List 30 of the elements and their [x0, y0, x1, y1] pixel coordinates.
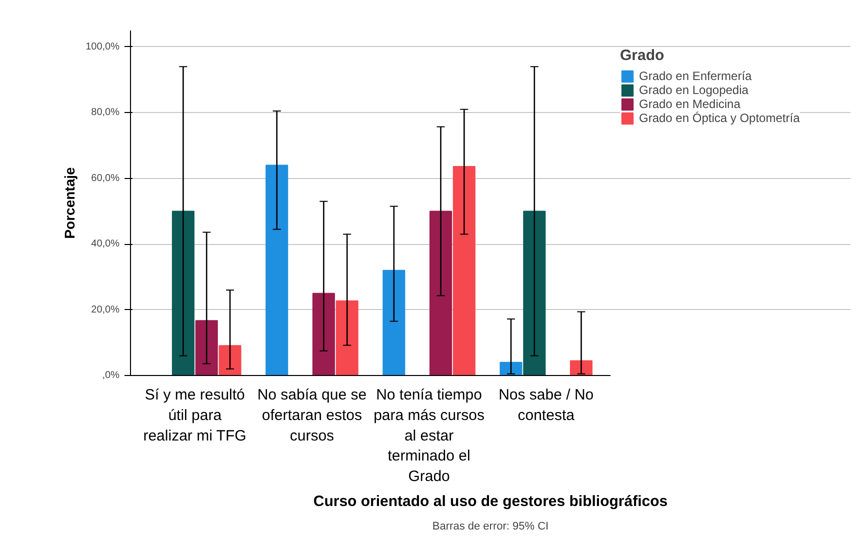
x-axis-title: Curso orientado al uso de gestores bibliográficos: [313, 493, 668, 510]
x-tick-label: Sí y me resultó útil para realizar mi TFG: [143, 386, 246, 444]
bar: [172, 210, 194, 376]
x-tick-label: Nos sabe / No contesta: [498, 386, 594, 424]
bar: [452, 166, 476, 376]
legend-label: Grado en Logopedia: [639, 83, 748, 97]
y-tick-label: 20,0%: [91, 304, 120, 316]
bar: [266, 164, 288, 376]
bar: [523, 210, 546, 376]
legend-label: Grado en Enfermería: [639, 69, 752, 83]
y-tick-label: 100,0%: [86, 41, 120, 52]
bar: [570, 360, 592, 376]
bar: [312, 292, 335, 376]
legend-title: Grado: [620, 47, 666, 64]
y-tick-label: 60,0%: [91, 172, 120, 184]
bar: [500, 362, 522, 376]
bar: [218, 345, 242, 376]
y-axis-title: Porcentaje: [62, 166, 78, 239]
x-tick-label: No tenía tiempo para más cursos al estar terminado el Grado: [374, 386, 484, 486]
y-tick-label: ,0%: [102, 370, 120, 381]
bar: [336, 300, 358, 376]
bar: [382, 270, 406, 376]
legend-label: Grado en Medicina: [639, 97, 740, 111]
bar: [429, 210, 452, 376]
bar: [195, 320, 218, 376]
text: Barras de error: 95% CI: [432, 520, 549, 532]
y-tick-label: 40,0%: [91, 238, 120, 250]
legend-label: Grado en Óptica y Optometría: [639, 111, 800, 125]
x-tick-label: No sabía que se ofertaran estos cursos: [257, 386, 367, 444]
y-tick-label: 80,0%: [91, 107, 120, 118]
